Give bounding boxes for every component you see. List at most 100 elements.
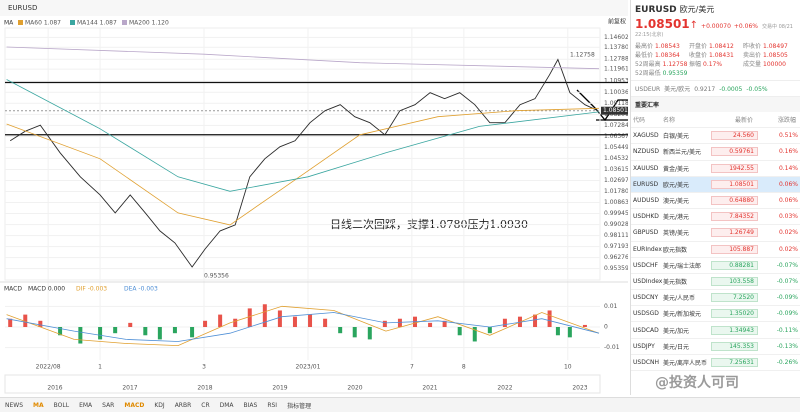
legend-label: MA200 1.120 [129,20,169,27]
cell: 0.59761 [711,147,758,157]
watchlist-row[interactable]: XAGUSD 白银/美元 24.560 0.51% [631,128,800,145]
cell: -0.07% [776,261,798,269]
stat-value: 1.08505 [763,52,788,59]
y-tick-label: 1.04532 [604,155,628,162]
ma-line [6,46,600,70]
watchlist-row[interactable]: NZDUSD 新西兰元/美元 0.59761 0.16% [631,144,800,161]
cell: 美元/人民币 [663,295,696,303]
stat: 52周最低 0.95359 [635,68,689,77]
y-tick-label: 1.12788 [604,56,628,63]
macd-bar [203,320,208,327]
quote-symbol: EURUSD [635,5,677,15]
indicator-tab[interactable]: SAR [102,401,115,409]
legend-swatch [122,20,127,25]
indicator-tab[interactable]: MACD [124,401,145,409]
quote-price: 1.08501 [635,17,690,31]
low-label: 0.95356 [204,273,229,280]
macd-bar [428,322,433,327]
cell: 1.26749 [711,228,758,238]
cell: 美元/港元 [663,214,690,222]
cell: -0.13% [776,342,798,350]
stat: 昨收价 1.08497 [743,41,797,50]
legend-label: MA144 1.087 [77,20,117,27]
y-tick-label: 1.13780 [604,44,628,51]
indicator-tab[interactable]: ARBR [174,401,192,409]
side-panel: EURUSD 欧元/美元 1.08501↑ +0.00070 +0.06% 交易中 08/… [630,0,800,395]
watchlist-row[interactable]: USDSGD 美元/新加坡元 1.35020 -0.09% [631,306,800,323]
macd-bar [323,318,328,327]
related-field: USDEUR [635,86,661,93]
cell: 0.16% [778,148,798,156]
cell: XAGUSD [633,132,659,140]
stat-label: 昨收价 [743,43,762,50]
macd-bar [157,327,162,340]
cell: USDIndex [633,277,663,285]
stat-label: 振幅 [689,61,702,68]
stat: 52周最高 1.12758 [635,59,689,68]
y-tick-label: 1.01780 [604,188,628,195]
cell: 美元/新加坡元 [663,311,702,319]
cell: 新西兰元/美元 [663,149,702,157]
cell: 欧元指数 [663,246,688,254]
watchlist-row[interactable]: USDIndex 美元指数 103.558 -0.07% [631,274,800,291]
cell: USDHKD [633,213,659,221]
watchlist-row[interactable]: EURUSD 欧元/美元 1.08501 0.06% [631,176,800,193]
indicator-tab[interactable]: NEWS [5,401,24,409]
y-tick-label: 0.97193 [604,243,628,250]
watchlist-row[interactable]: USDCHF 美元/瑞士法郎 0.88281 -0.07% [631,258,800,274]
stat: 成交量 100000 [743,59,797,68]
cell: 1.35020 [711,309,758,319]
macd-line [6,305,600,347]
cell: 0.02% [778,245,798,253]
x-tick-label: 8 [462,364,466,371]
related-quote[interactable]: USDEUR 美元/欧元 0.9217 -0.0005 -0.05% [631,80,800,97]
indicator-tab[interactable]: BOLL [53,401,70,409]
macd-bar [143,327,148,336]
watchlist-row[interactable]: USDHKD 美元/港元 7.84352 0.03% [631,209,800,226]
macd-bar [442,320,447,327]
indicator-tab[interactable]: CR [201,401,210,409]
y-tick-label: 0.96276 [604,254,628,261]
watchlist-row[interactable]: USDCNY 美元/人民币 7.2520 -0.09% [631,290,800,307]
indicator-tab[interactable]: MA [33,401,44,409]
indicator-tab[interactable]: EMA [79,401,93,409]
macd-bar [487,327,492,334]
cell: 145.353 [711,341,758,351]
annotation: 日线二次回踩，支撑1.0780压力1.0930 [330,217,528,231]
cell: 1.34943 [711,325,758,335]
indicator-tab[interactable]: RSI [267,401,278,409]
navigator-year: 2016 [47,385,62,392]
adjust-toggle[interactable]: 前复权 [608,18,626,26]
macd-bar [567,327,572,338]
stat-label: 52周最高 [635,61,661,68]
price-tag-label: 1.08501 [603,107,628,114]
watchlist-row[interactable]: EURIndex 欧元指数 105.887 0.02% [631,242,800,258]
navigator-year: 2019 [272,385,287,392]
macd-bar [582,324,587,327]
indicator-tab[interactable]: DMA [219,401,234,409]
watchlist-row[interactable]: XAUUSD 黄金/美元 1942.55 0.14% [631,161,800,177]
macd-bar [502,318,507,327]
y-tick-label: 1.02697 [604,177,628,184]
quote-price-row: 1.08501↑ +0.00070 +0.06% 交易中 08/21 22:15(北京… [631,17,800,38]
high-label: 1.12758 [570,52,595,59]
indicator-tab[interactable]: KDJ [154,401,165,409]
stat: 最高价 1.08543 [635,41,689,50]
watchlist-row[interactable]: AUDUSD 澳元/美元 0.64880 0.06% [631,193,800,210]
macd-bar [277,310,282,327]
y-tick-label: 1.10036 [604,89,628,96]
related-field: 美元/欧元 [664,86,691,93]
watchlist-row[interactable]: USDCNH 美元/离岸人民币 7.25631 -0.26% [631,355,800,371]
indicator-tab[interactable]: BIAS [243,401,258,409]
watchlist-row[interactable]: USDJPY 美元/日元 145.353 -0.13% [631,339,800,355]
watchlist-row[interactable]: GBPUSD 英镑/美元 1.26749 0.02% [631,225,800,242]
column-header: 名称 [663,117,676,125]
macd-bar [218,314,223,327]
stat: 卖出价 1.08505 [743,50,797,59]
cell: NZDUSD [633,148,660,156]
y-tick-label: 1.07284 [604,122,628,129]
watchlist-row[interactable]: USDCAD 美元/加元 1.34943 -0.11% [631,322,800,339]
toolbar-symbol[interactable]: EURUSD [8,4,37,12]
stat-label: 成交量 [743,61,762,68]
indicator-tab[interactable]: 指标管理 [287,402,312,410]
